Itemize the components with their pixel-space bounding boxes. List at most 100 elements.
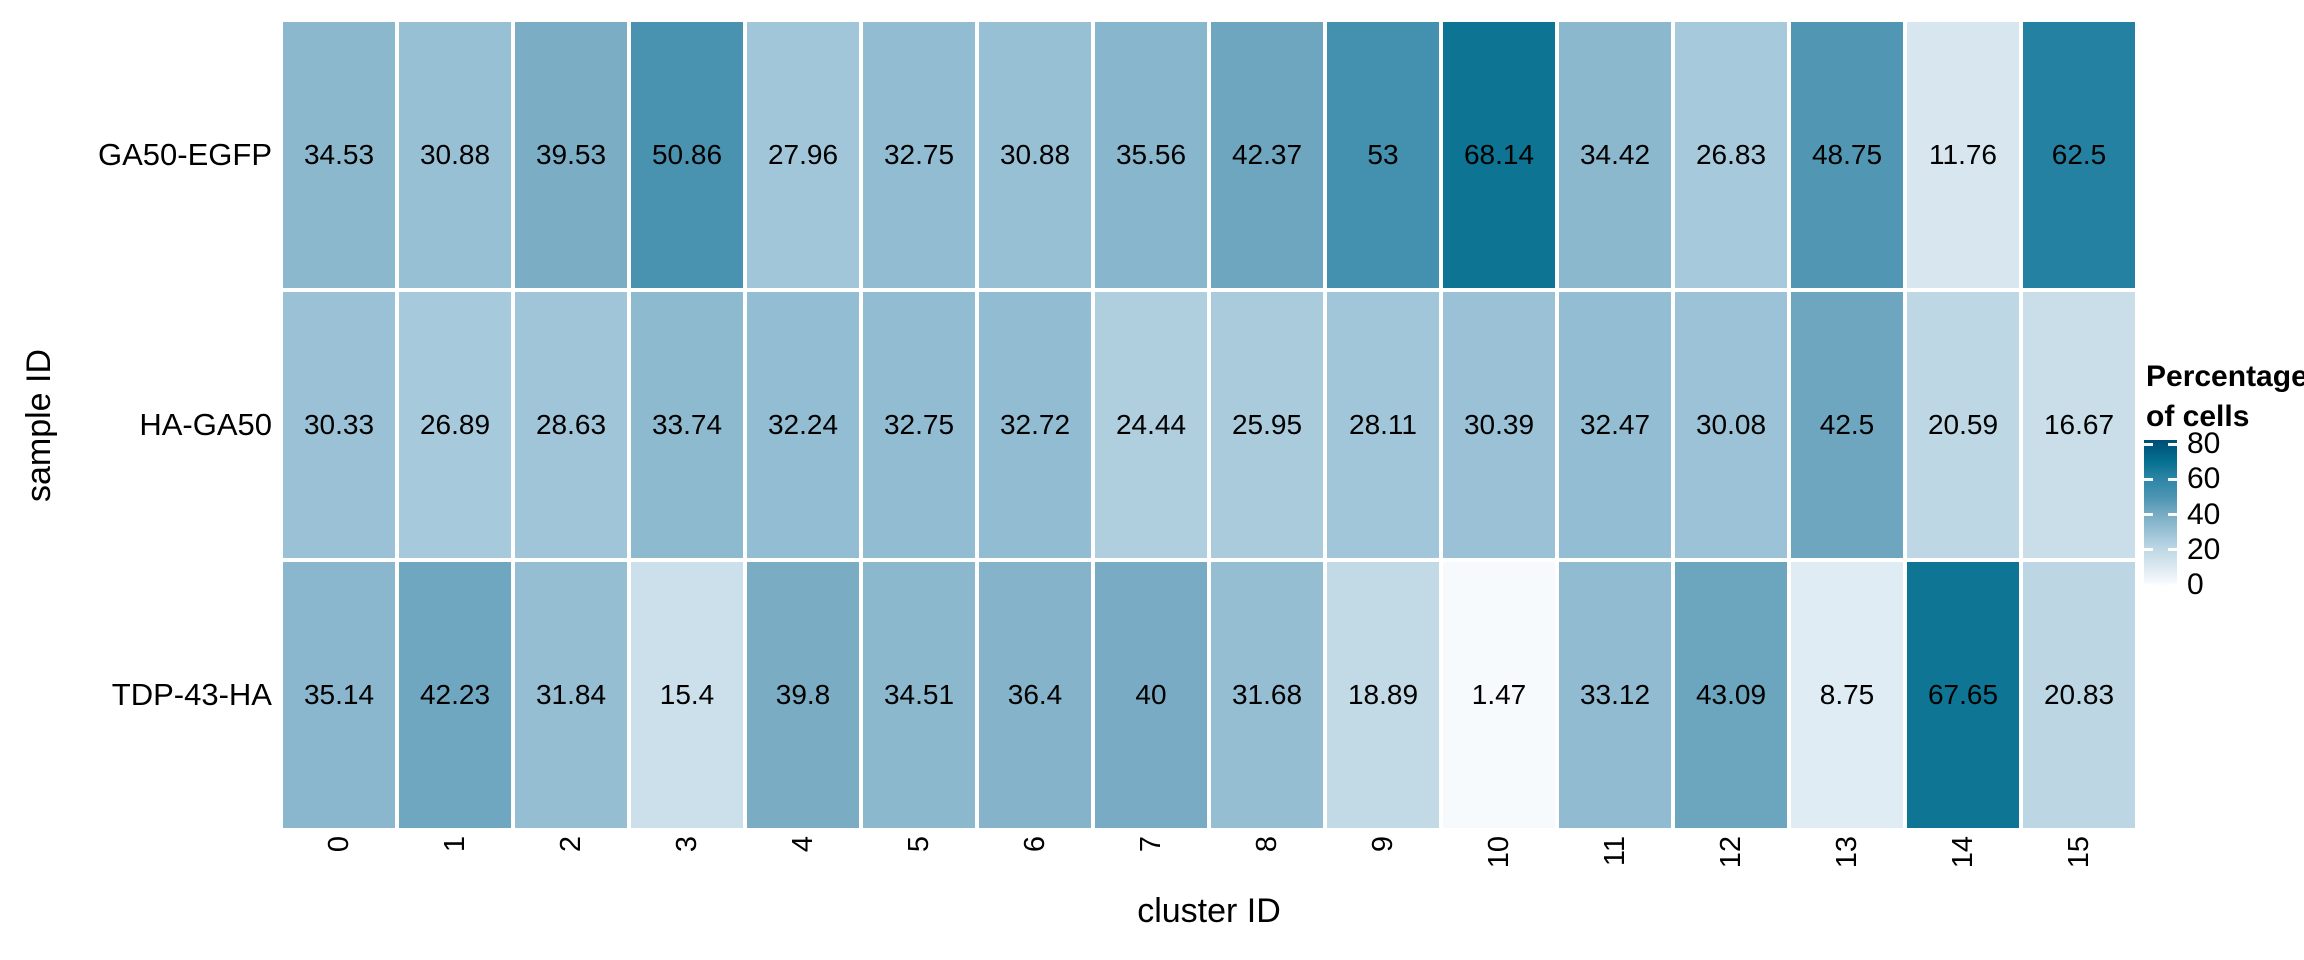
- heatmap-cell: 32.24: [747, 292, 859, 558]
- heatmap-cell-value: 35.56: [1115, 139, 1187, 170]
- heatmap-cell: 68.14: [1443, 22, 1555, 288]
- heatmap-cell: 36.4: [979, 562, 1091, 828]
- heatmap-cell: 53: [1327, 22, 1439, 288]
- legend-tick-mark: [2144, 442, 2153, 446]
- heatmap-cell: 30.08: [1675, 292, 1787, 558]
- heatmap-cell-value: 20.59: [1927, 409, 1999, 440]
- heatmap-cell: 30.88: [399, 22, 511, 288]
- legend-tick-label: 80: [2187, 427, 2221, 461]
- heatmap-cell: 16.67: [2023, 292, 2135, 558]
- heatmap-cell-value: 30.33: [303, 409, 375, 440]
- heatmap-cell-value: 30.88: [419, 139, 491, 170]
- legend-tick-mark: [2168, 513, 2177, 517]
- heatmap-cell: 35.56: [1095, 22, 1207, 288]
- legend-tick-mark: [2168, 548, 2177, 552]
- y-tick-label: TDP-43-HA: [111, 677, 272, 712]
- heatmap-cell-value: 62.5: [2051, 139, 2107, 170]
- heatmap-cell-value: 18.89: [1347, 679, 1419, 710]
- heatmap-cell-value: 50.86: [651, 139, 723, 170]
- heatmap-cell-value: 28.11: [1349, 409, 1417, 440]
- x-tick-label: 10: [1483, 836, 1515, 869]
- legend-tick-mark: [2144, 477, 2153, 481]
- legend-title-line2: of cells: [2146, 400, 2250, 433]
- x-tick-label: 6: [1019, 836, 1051, 853]
- legend-tick-label: 60: [2187, 462, 2221, 496]
- heatmap-cell-value: 33.12: [1579, 679, 1651, 710]
- heatmap-cell-value: 39.8: [775, 679, 831, 710]
- heatmap-cell-value: 42.5: [1819, 409, 1875, 440]
- heatmap-cell: 30.39: [1443, 292, 1555, 558]
- heatmap-cell-value: 34.51: [883, 679, 955, 710]
- legend-tick-label: 20: [2187, 532, 2221, 566]
- heatmap-cell: 32.75: [863, 292, 975, 558]
- y-tick-label: HA-GA50: [139, 407, 272, 442]
- heatmap-cell-value: 1.47: [1471, 679, 1527, 710]
- x-tick-label: 9: [1367, 836, 1399, 853]
- heatmap-cell-value: 24.44: [1115, 409, 1187, 440]
- heatmap-cell: 15.4: [631, 562, 743, 828]
- heatmap-cell-value: 42.23: [419, 679, 491, 710]
- heatmap-cell: 24.44: [1095, 292, 1207, 558]
- x-tick-label: 13: [1831, 836, 1863, 869]
- heatmap-cell: 32.75: [863, 22, 975, 288]
- heatmap-cell: 34.42: [1559, 22, 1671, 288]
- heatmap-cell: 67.65: [1907, 562, 2019, 828]
- legend-title-line1: Percentage: [2146, 360, 2304, 393]
- x-tick-label: 4: [787, 836, 819, 853]
- heatmap-cell-value: 36.4: [1007, 679, 1063, 710]
- heatmap-cell-value: 42.37: [1231, 139, 1303, 170]
- heatmap-cell-value: 28.63: [535, 409, 607, 440]
- heatmap-cell-value: 20.83: [2043, 679, 2115, 710]
- legend-tick-mark: [2144, 583, 2153, 587]
- heatmap-cell: 31.68: [1211, 562, 1323, 828]
- heatmap-cell-value: 67.65: [1927, 679, 1999, 710]
- heatmap-cell-value: 32.24: [767, 409, 839, 440]
- heatmap-cell-value: 32.47: [1579, 409, 1651, 440]
- x-tick-label: 11: [1599, 836, 1631, 867]
- heatmap-cell-value: 53: [1367, 139, 1399, 170]
- heatmap-cell-value: 34.53: [303, 139, 375, 170]
- heatmap-cell-value: 68.14: [1463, 139, 1535, 170]
- heatmap-cell-value: 35.14: [303, 679, 375, 710]
- heatmap-cell: 42.5: [1791, 292, 1903, 558]
- legend-tick-label: 0: [2187, 568, 2204, 601]
- heatmap-cell-value: 25.95: [1231, 409, 1303, 440]
- heatmap-cell-value: 27.96: [767, 139, 839, 170]
- x-tick-label: 2: [555, 836, 587, 853]
- x-tick-label: 7: [1135, 836, 1167, 853]
- heatmap-cell: 30.33: [283, 292, 395, 558]
- heatmap-cell-value: 16.67: [2043, 409, 2115, 440]
- heatmap-cell: 39.8: [747, 562, 859, 828]
- heatmap-cell: 28.63: [515, 292, 627, 558]
- heatmap-cell: 34.51: [863, 562, 975, 828]
- heatmap-cell-value: 34.42: [1579, 139, 1651, 170]
- heatmap-cell-value: 8.75: [1819, 679, 1875, 710]
- heatmap-cell: 50.86: [631, 22, 743, 288]
- heatmap-cell: 20.83: [2023, 562, 2135, 828]
- legend-tick-mark: [2168, 477, 2177, 481]
- heatmap-cell-value: 30.39: [1463, 409, 1535, 440]
- heatmap-cell: 18.89: [1327, 562, 1439, 828]
- legend-tick-mark: [2168, 442, 2177, 446]
- heatmap-cell-value: 26.89: [419, 409, 491, 440]
- heatmap-cell: 33.12: [1559, 562, 1671, 828]
- legend-tick-mark: [2144, 513, 2153, 517]
- x-tick-label: 3: [671, 836, 703, 853]
- heatmap-cell: 32.47: [1559, 292, 1671, 558]
- heatmap-cell: 25.95: [1211, 292, 1323, 558]
- heatmap-cell-value: 48.75: [1811, 139, 1883, 170]
- x-tick-label: 0: [323, 836, 355, 853]
- heatmap-cell-value: 31.84: [535, 679, 607, 710]
- heatmap-cell-value: 11.76: [1929, 139, 1997, 170]
- heatmap-cell-value: 40: [1135, 679, 1167, 710]
- heatmap-cell: 43.09: [1675, 562, 1787, 828]
- heatmap-cell: 39.53: [515, 22, 627, 288]
- x-tick-label: 8: [1251, 836, 1283, 853]
- x-axis-title: cluster ID: [1137, 892, 1281, 930]
- x-tick-label: 5: [903, 836, 935, 853]
- heatmap-cell: 1.47: [1443, 562, 1555, 828]
- heatmap-cell-value: 30.08: [1695, 409, 1767, 440]
- heatmap-cell-value: 31.68: [1231, 679, 1303, 710]
- legend-tick-label: 40: [2187, 497, 2221, 531]
